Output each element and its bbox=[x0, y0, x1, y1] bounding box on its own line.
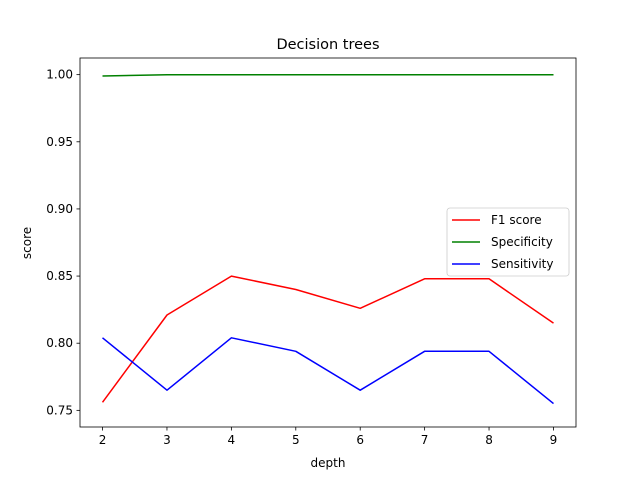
y-tick-label: 0.90 bbox=[46, 202, 73, 216]
x-tick-label: 5 bbox=[292, 433, 300, 447]
y-tick-label: 0.85 bbox=[46, 269, 73, 283]
y-axis-label: score bbox=[20, 227, 34, 259]
chart-title: Decision trees bbox=[276, 37, 379, 53]
legend-label: F1 score bbox=[491, 213, 542, 227]
x-tick-label: 6 bbox=[356, 433, 364, 447]
x-tick-label: 7 bbox=[421, 433, 429, 447]
x-axis-label: depth bbox=[311, 456, 346, 470]
x-tick-label: 9 bbox=[550, 433, 558, 447]
y-tick-label: 1.00 bbox=[46, 68, 73, 82]
y-tick-label: 0.95 bbox=[46, 135, 73, 149]
x-tick-label: 4 bbox=[228, 433, 236, 447]
legend-box bbox=[446, 207, 570, 277]
plot-area: 2 3 4 5 6 7 8 9 0.75 0.80 0.85 0.90 0.95 1.00 F1 score… bbox=[46, 57, 577, 447]
legend-label: Sensitivity bbox=[491, 257, 553, 271]
x-tick-label: 8 bbox=[485, 433, 493, 447]
x-tick-label: 3 bbox=[163, 433, 171, 447]
series-line-specificity bbox=[102, 73, 554, 77]
x-tick-label: 2 bbox=[99, 433, 107, 447]
y-tick-label: 0.75 bbox=[46, 403, 73, 417]
series-line-f1-score bbox=[101, 275, 554, 403]
plot-frame bbox=[79, 57, 577, 428]
legend-label: Specificity bbox=[491, 235, 553, 249]
series-line-sensitivity bbox=[102, 337, 554, 405]
y-tick-label: 0.80 bbox=[46, 336, 73, 350]
